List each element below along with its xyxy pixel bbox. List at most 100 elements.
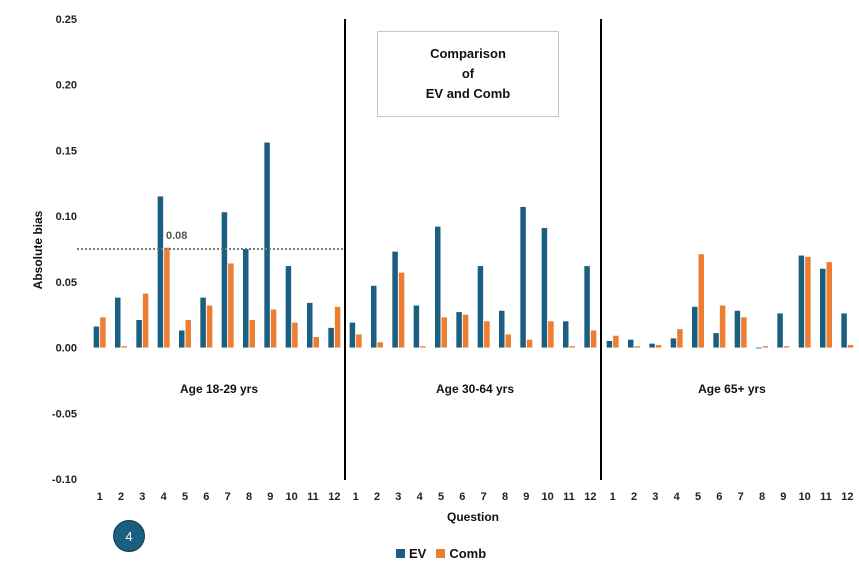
y-tick-label: 0.05 [56, 277, 77, 289]
bar-comb [270, 309, 277, 348]
x-tick-label: 6 [716, 491, 722, 503]
bar-comb [228, 263, 234, 348]
legend: EV Comb [396, 546, 486, 561]
y-tick-label: 0.20 [56, 80, 77, 92]
bar-ev [628, 339, 634, 348]
group-label: Age 65+ yrs [698, 382, 766, 396]
x-tick-label: 7 [481, 491, 487, 503]
legend-swatch-ev [396, 549, 405, 558]
bar-ev [649, 343, 655, 348]
bar-comb [569, 346, 575, 348]
bar-comb [847, 344, 854, 348]
bar-ev [541, 227, 548, 348]
bar-ev [499, 310, 505, 348]
bar-comb [613, 335, 619, 348]
bar-ev [670, 338, 677, 348]
legend-swatch-comb [436, 549, 446, 558]
bar-comb [526, 339, 533, 348]
x-tick-label: 12 [328, 491, 340, 503]
bar-comb [142, 293, 149, 348]
bar-comb [484, 321, 490, 348]
bar-ev [307, 302, 313, 348]
bar-comb [441, 317, 447, 348]
bar-comb [762, 346, 768, 348]
group-label: Age 30-64 yrs [436, 382, 514, 396]
bar-comb [164, 247, 170, 348]
bar-comb [719, 305, 726, 348]
step-badge[interactable]: 4 [113, 520, 145, 552]
legend-label-ev: EV [409, 546, 427, 561]
bar-comb [677, 329, 683, 348]
bar-comb [334, 306, 341, 348]
y-tick-label: 0.25 [56, 14, 77, 26]
x-tick-label: 4 [417, 491, 424, 503]
y-axis: 0.25 0.20 0.15 0.10 0.05 0.00 -0.05 -0.10 [52, 14, 77, 486]
x-tick-label: 2 [631, 491, 637, 503]
bar-ev [692, 306, 698, 348]
bar-ev [115, 297, 121, 348]
bar-comb [420, 346, 426, 348]
bar-ev [264, 142, 270, 348]
bar-comb [313, 337, 319, 348]
x-tick-label: 4 [161, 491, 168, 503]
bar-ev [798, 255, 805, 348]
bar-ev [179, 330, 185, 348]
bar-comb [634, 346, 640, 348]
bar-ev [777, 313, 783, 348]
bar-comb [741, 317, 747, 348]
y-tick-label: -0.05 [52, 408, 77, 420]
x-tick-label: 11 [307, 491, 319, 503]
bar-ev [157, 196, 164, 348]
bar-comb [805, 256, 811, 348]
bar-ev [435, 226, 441, 348]
bar-ev [713, 333, 719, 348]
x-tick-label: 9 [780, 491, 786, 503]
x-tick-label: 1 [97, 491, 103, 503]
bar-ev [563, 321, 569, 348]
x-tick-label: 3 [139, 491, 145, 503]
bar-comb [462, 314, 469, 348]
x-axis-label: Question [447, 510, 499, 524]
legend-item-ev: EV [396, 546, 426, 561]
x-tick-label: 2 [118, 491, 124, 503]
bar-ev [413, 305, 420, 348]
x-tick-label: 5 [695, 491, 701, 503]
bar-ev [200, 297, 206, 348]
bar-ev [136, 319, 142, 348]
bar-ev [392, 251, 398, 348]
bar-ev [285, 266, 292, 348]
x-tick-label: 12 [584, 491, 596, 503]
bar-comb [185, 319, 191, 348]
x-tick-label: 3 [652, 491, 658, 503]
chart-title-box: Comparison of EV and Comb [377, 31, 559, 117]
x-tick-label: 4 [674, 491, 681, 503]
x-tick-label: 1 [610, 491, 616, 503]
bar-comb [783, 346, 790, 348]
y-tick-label: 0.00 [56, 343, 77, 355]
x-tick-label: 11 [820, 491, 832, 503]
legend-label-comb: Comb [449, 546, 487, 561]
bar-comb [377, 342, 383, 348]
x-tick-label: 11 [563, 491, 575, 503]
bar-ev [221, 212, 228, 348]
bar-comb [206, 305, 213, 348]
bar-ev [520, 206, 526, 348]
reference-line-label: 0.08 [166, 230, 187, 242]
bar-comb [292, 322, 298, 348]
bar-comb [100, 317, 106, 348]
chart-title: Comparison of EV and Comb [425, 46, 511, 101]
x-tick-label: 9 [523, 491, 529, 503]
bar-comb [121, 346, 127, 348]
y-tick-label: -0.10 [52, 474, 77, 486]
bar-comb [655, 344, 662, 348]
x-tick-label: 6 [203, 491, 209, 503]
bar-comb [590, 330, 597, 348]
group-label: Age 18-29 yrs [180, 382, 258, 396]
bar-ev [606, 341, 613, 348]
y-tick-label: 0.10 [56, 211, 77, 223]
x-tick-label: 5 [182, 491, 188, 503]
x-tick-label: 10 [799, 491, 811, 503]
x-tick-label: 10 [286, 491, 298, 503]
bar-ev [584, 266, 590, 348]
